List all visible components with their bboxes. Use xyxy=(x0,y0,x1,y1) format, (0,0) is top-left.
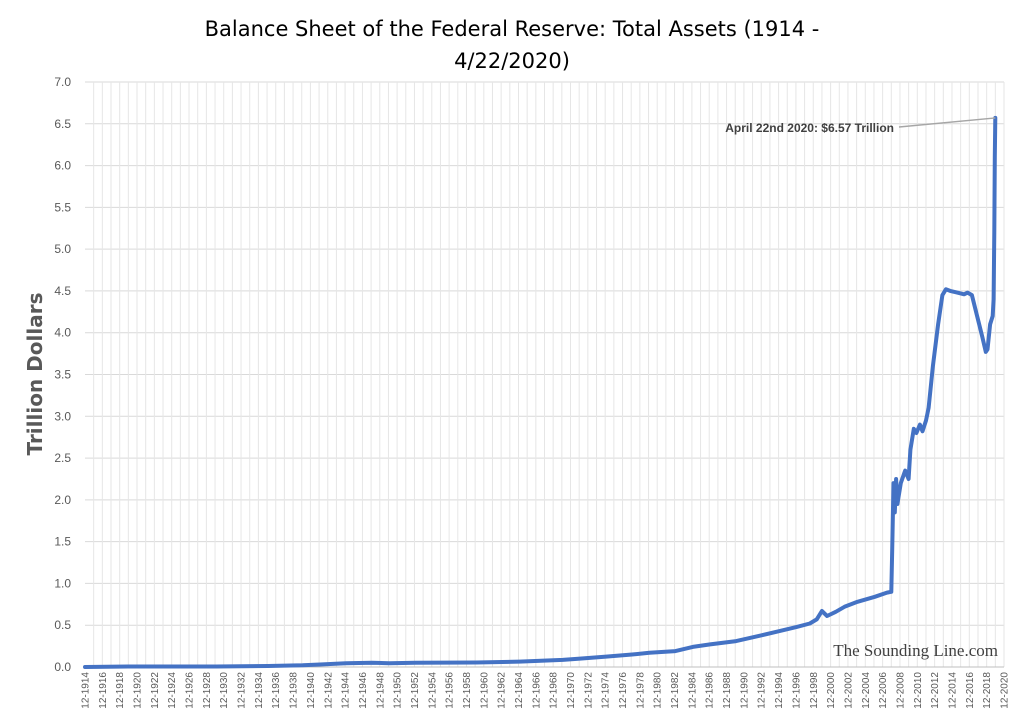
series-layer xyxy=(83,115,998,669)
y-tick-label: 4.0 xyxy=(54,326,71,340)
x-tick-label: 12-1982 xyxy=(670,672,681,709)
x-tick-label: 12-1926 xyxy=(185,672,196,709)
y-tick-label: 6.0 xyxy=(54,159,71,173)
y-tick-label: 3.0 xyxy=(54,409,71,423)
x-tick-label: 12-1928 xyxy=(202,672,213,709)
x-tick-label: 12-1970 xyxy=(566,672,577,709)
y-axis-ticks: 0.0 0.5 1.0 1.5 2.0 2.5 3.0 3.5 4.0 4.5 5.0 5.5 6.0 6… xyxy=(54,75,71,674)
y-tick-label: 1.0 xyxy=(54,576,71,590)
x-tick-label: 12-1920 xyxy=(133,672,144,709)
x-tick-label: 12-1950 xyxy=(393,672,404,709)
chart-title-line-2: 4/22/2020) xyxy=(454,49,570,73)
y-tick-label: 0.5 xyxy=(54,618,71,632)
x-tick-label: 12-2000 xyxy=(826,672,837,709)
x-tick-label: 12-1994 xyxy=(774,672,785,709)
x-tick-label: 12-1990 xyxy=(739,672,750,709)
x-tick-label: 12-1974 xyxy=(601,672,612,709)
x-tick-label: 12-1944 xyxy=(341,672,352,709)
chart-title-line-1: Balance Sheet of the Federal Reserve: To… xyxy=(205,17,820,41)
x-tick-label: 12-1962 xyxy=(497,672,508,709)
y-tick-label: 4.5 xyxy=(54,284,71,298)
x-tick-label: 12-1936 xyxy=(271,672,282,709)
x-tick-label: 12-1916 xyxy=(98,672,109,709)
x-tick-label: 12-1958 xyxy=(462,672,473,709)
x-tick-label: 12-1998 xyxy=(809,672,820,709)
x-tick-label: 12-1948 xyxy=(375,672,386,709)
y-tick-label: 5.0 xyxy=(54,242,71,256)
x-tick-label: 12-1914 xyxy=(81,672,92,709)
x-tick-label: 12-1954 xyxy=(427,672,438,709)
x-tick-label: 12-1988 xyxy=(722,672,733,709)
x-tick-label: 12-1942 xyxy=(323,672,334,709)
annotation-leader-line xyxy=(898,117,996,128)
x-tick-label: 12-1978 xyxy=(635,672,646,709)
annotation-label: April 22nd 2020: $6.57 Trillion xyxy=(725,121,894,135)
x-tick-label: 12-1976 xyxy=(618,672,629,709)
y-axis-label: Trillion Dollars xyxy=(23,293,47,456)
x-tick-label: 12-2020 xyxy=(1000,672,1011,709)
x-tick-label: 12-2014 xyxy=(947,672,958,709)
x-tick-label: 12-2016 xyxy=(965,672,976,709)
x-tick-label: 12-1922 xyxy=(150,672,161,709)
watermark-text: The Sounding Line.com xyxy=(833,641,998,660)
y-tick-label: 5.5 xyxy=(54,200,71,214)
x-tick-label: 12-1960 xyxy=(479,672,490,709)
y-tick-label: 2.0 xyxy=(54,493,71,507)
y-tick-label: 2.5 xyxy=(54,451,71,465)
x-tick-label: 12-1940 xyxy=(306,672,317,709)
x-tick-label: 12-1938 xyxy=(289,672,300,709)
y-tick-label: 6.5 xyxy=(54,117,71,131)
x-tick-label: 12-2002 xyxy=(843,672,854,709)
x-tick-label: 12-1984 xyxy=(687,672,698,709)
y-tick-label: 3.5 xyxy=(54,368,71,382)
gridlines xyxy=(85,81,1005,667)
series-line-total-assets xyxy=(83,115,998,669)
x-tick-label: 12-1980 xyxy=(653,672,664,709)
x-tick-label: 12-1986 xyxy=(705,672,716,709)
x-tick-label: 12-1996 xyxy=(791,672,802,709)
y-tick-label: 7.0 xyxy=(54,75,71,89)
x-tick-label: 12-1966 xyxy=(531,672,542,709)
x-tick-label: 12-1968 xyxy=(549,672,560,709)
x-tick-label: 12-1946 xyxy=(358,672,369,709)
x-tick-label: 12-2018 xyxy=(982,672,993,709)
x-tick-label: 12-1934 xyxy=(254,672,265,709)
y-tick-label: 1.5 xyxy=(54,535,71,549)
x-axis-ticks: 12-1914 12-1916 12-1918 12-1920 12-1922 12-19… xyxy=(81,672,1011,709)
x-tick-label: 12-2010 xyxy=(913,672,924,709)
x-tick-label: 12-1964 xyxy=(514,672,525,709)
x-tick-label: 12-1992 xyxy=(757,672,768,709)
x-tick-label: 12-1972 xyxy=(583,672,594,709)
x-tick-label: 12-1918 xyxy=(115,672,126,709)
x-tick-label: 12-1952 xyxy=(410,672,421,709)
x-tick-label: 12-2006 xyxy=(878,672,889,709)
x-tick-label: 12-1930 xyxy=(219,672,230,709)
x-tick-label: 12-2008 xyxy=(895,672,906,709)
x-tick-label: 12-1932 xyxy=(237,672,248,709)
x-tick-label: 12-1956 xyxy=(445,672,456,709)
x-tick-label: 12-1924 xyxy=(167,672,178,709)
x-tick-label: 12-2012 xyxy=(930,672,941,709)
y-tick-label: 0.0 xyxy=(54,660,71,674)
x-tick-label: 12-2004 xyxy=(861,672,872,709)
